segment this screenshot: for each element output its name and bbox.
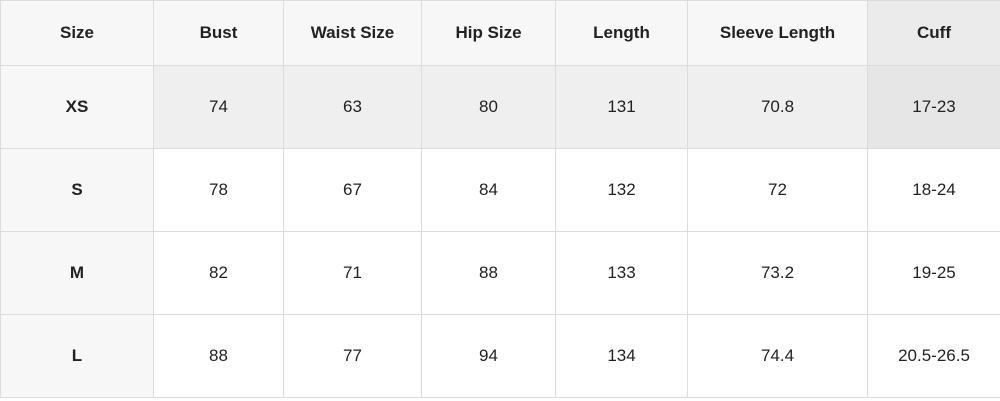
value-cell: 77 <box>283 314 422 398</box>
value-cell: 82 <box>153 231 284 315</box>
value-cell: 74 <box>153 65 284 149</box>
value-cell: 88 <box>153 314 284 398</box>
header-cell: Waist Size <box>283 0 422 66</box>
header-cell: Length <box>555 0 688 66</box>
body-row: L 88 77 94 134 74.4 20.5-26.5 <box>0 314 1000 398</box>
size-cell: L <box>0 314 154 398</box>
value-cell: 17-23 <box>867 65 1000 149</box>
header-cell: Bust <box>153 0 284 66</box>
value-cell: 20.5-26.5 <box>867 314 1000 398</box>
size-cell: M <box>0 231 154 315</box>
value-cell: 80 <box>421 65 556 149</box>
value-cell: 72 <box>687 148 868 232</box>
header-cell: Hip Size <box>421 0 556 66</box>
body-row: M 82 71 88 133 73.2 19-25 <box>0 231 1000 315</box>
value-cell: 94 <box>421 314 556 398</box>
value-cell: 74.4 <box>687 314 868 398</box>
header-cell: Sleeve Length <box>687 0 868 66</box>
value-cell: 88 <box>421 231 556 315</box>
value-cell: 70.8 <box>687 65 868 149</box>
value-cell: 19-25 <box>867 231 1000 315</box>
value-cell: 132 <box>555 148 688 232</box>
value-cell: 18-24 <box>867 148 1000 232</box>
value-cell: 133 <box>555 231 688 315</box>
size-cell: S <box>0 148 154 232</box>
value-cell: 63 <box>283 65 422 149</box>
value-cell: 84 <box>421 148 556 232</box>
value-cell: 67 <box>283 148 422 232</box>
header-cell: Cuff <box>867 0 1000 66</box>
value-cell: 131 <box>555 65 688 149</box>
value-cell: 73.2 <box>687 231 868 315</box>
header-row: Size Bust Waist Size Hip Size Length Sleeve L… <box>0 0 1000 66</box>
value-cell: 134 <box>555 314 688 398</box>
body-row: XS 74 63 80 131 70.8 17-23 <box>0 65 1000 149</box>
value-cell: 71 <box>283 231 422 315</box>
value-cell: 78 <box>153 148 284 232</box>
size-cell: XS <box>0 65 154 149</box>
body-row: S 78 67 84 132 72 18-24 <box>0 148 1000 232</box>
header-cell: Size <box>0 0 154 66</box>
